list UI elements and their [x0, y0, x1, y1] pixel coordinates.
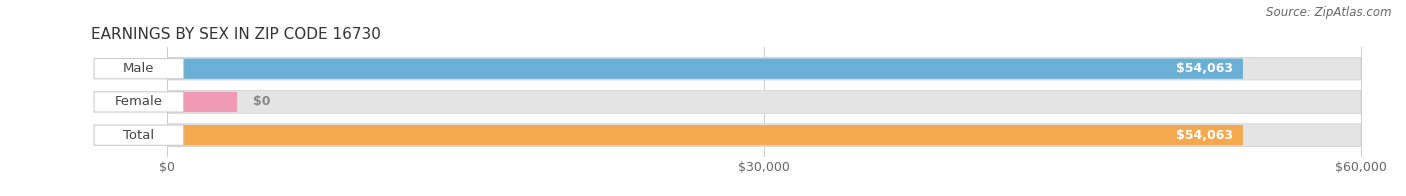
Text: Male: Male	[124, 62, 155, 75]
Text: Total: Total	[124, 129, 155, 142]
Text: EARNINGS BY SEX IN ZIP CODE 16730: EARNINGS BY SEX IN ZIP CODE 16730	[91, 27, 381, 42]
Text: Source: ZipAtlas.com: Source: ZipAtlas.com	[1267, 6, 1392, 19]
FancyBboxPatch shape	[94, 125, 184, 145]
FancyBboxPatch shape	[167, 92, 238, 112]
Text: $0: $0	[253, 95, 270, 108]
Text: $54,063: $54,063	[1175, 62, 1233, 75]
FancyBboxPatch shape	[94, 92, 184, 112]
FancyBboxPatch shape	[167, 91, 1361, 113]
FancyBboxPatch shape	[167, 59, 1243, 79]
FancyBboxPatch shape	[167, 124, 1361, 146]
Text: Female: Female	[115, 95, 163, 108]
Text: $54,063: $54,063	[1175, 129, 1233, 142]
FancyBboxPatch shape	[167, 125, 1243, 145]
FancyBboxPatch shape	[167, 57, 1361, 80]
FancyBboxPatch shape	[94, 59, 184, 79]
